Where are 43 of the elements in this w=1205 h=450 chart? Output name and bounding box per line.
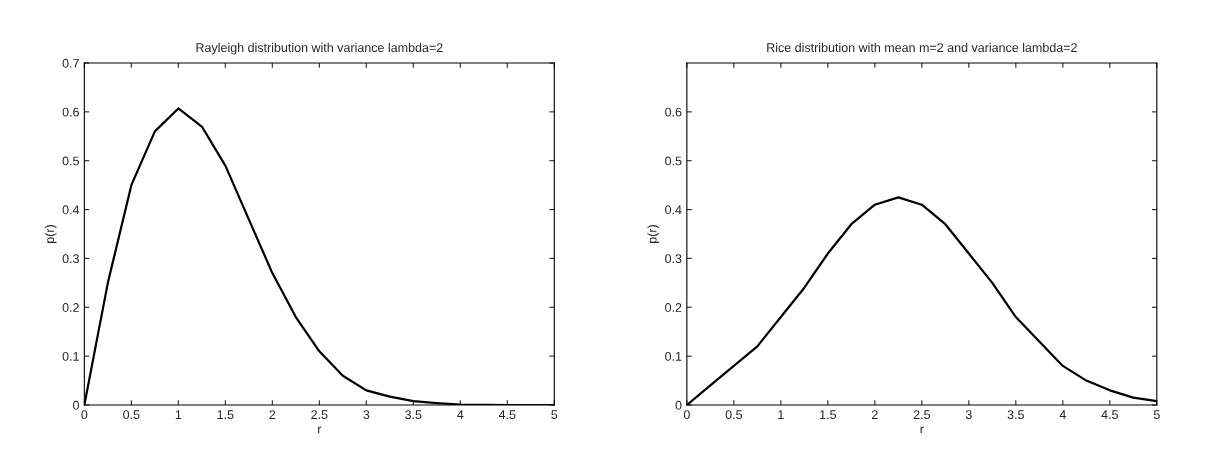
x-tick-label: 5 [551, 410, 558, 420]
x-tick-label: 3 [965, 410, 972, 420]
chart-title: Rayleigh distribution with variance lambda=2 [196, 42, 443, 55]
x-tick-label: 3.5 [405, 410, 422, 420]
x-tick-label: 1 [175, 410, 182, 419]
x-tick-label: 1 [778, 410, 784, 419]
x-tick-label: 0.5 [725, 410, 743, 420]
y-tick-label: 0 [73, 400, 79, 410]
x-tick-label: 3 [363, 410, 370, 420]
x-tick-label: 4.5 [1101, 410, 1118, 420]
x-tick-label: 1.5 [217, 410, 234, 420]
x-tick-label: 3.5 [1007, 410, 1024, 420]
x-axis-title: r [318, 426, 322, 434]
y-tick-label: 0 [675, 400, 682, 410]
y-tick-label: 0.6 [62, 107, 79, 117]
y-tick-label: 0.1 [665, 351, 682, 361]
y-axis-title: p(r) [44, 225, 57, 243]
x-tick-label: 0 [683, 410, 690, 420]
x-axis-title: r [920, 426, 924, 434]
x-tick-label: 4 [1059, 410, 1066, 419]
y-tick-label: 0.3 [665, 254, 682, 264]
y-tick-label: 0.2 [62, 303, 79, 312]
y-tick-label: 0.4 [665, 205, 682, 215]
chart-title: Rice distribution with mean m=2 and variance lambda=2 [767, 42, 1077, 53]
y-tick-label: 0.5 [62, 156, 79, 166]
y-tick-label: 0.3 [62, 254, 79, 264]
x-tick-label: 0 [81, 410, 88, 420]
y-tick-label: 0.6 [665, 107, 682, 117]
y-tick-label: 0.4 [62, 205, 80, 215]
y-tick-label: 0.1 [62, 351, 79, 361]
y-axis-title: p(r) [647, 225, 660, 243]
y-tick-label: 0.2 [665, 303, 682, 312]
x-tick-label: 4.5 [498, 410, 516, 420]
y-tick-label: 0.5 [665, 156, 682, 166]
x-tick-label: 2.5 [311, 410, 328, 420]
x-tick-label: 0.5 [123, 410, 140, 420]
x-tick-label: 2 [871, 410, 878, 419]
x-tick-label: 5 [1153, 410, 1160, 420]
x-tick-label: 4 [457, 410, 464, 419]
x-tick-label: 2 [269, 410, 276, 419]
x-tick-label: 1.5 [820, 410, 836, 420]
y-tick-label: 0.7 [62, 58, 79, 68]
x-tick-label: 2.5 [913, 410, 930, 420]
